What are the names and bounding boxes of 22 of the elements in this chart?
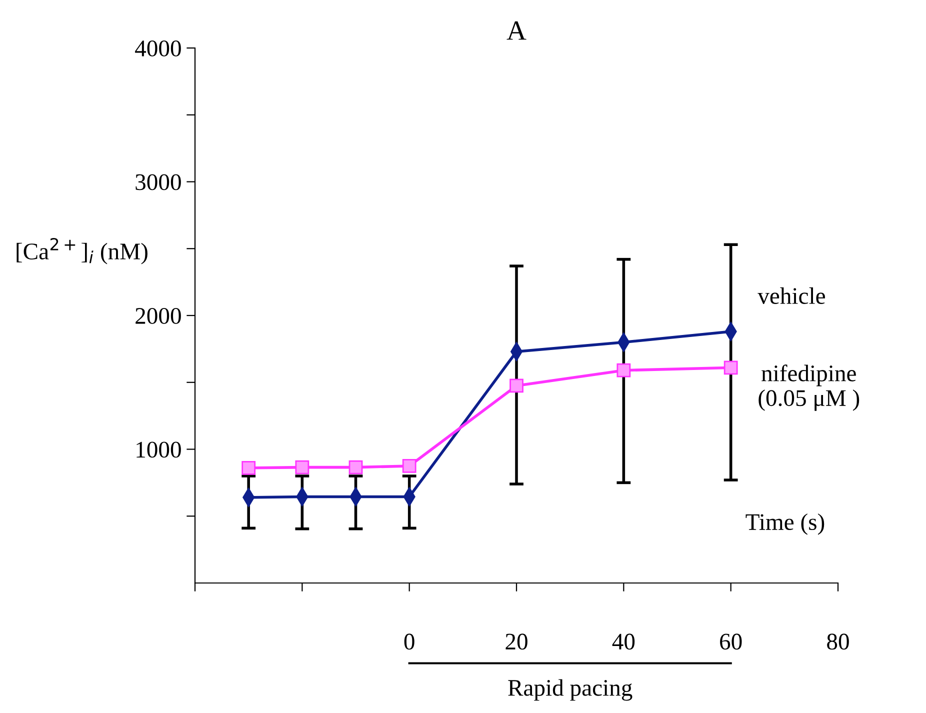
series-label: nifedipine (0.05 μM ) [758, 364, 860, 411]
point [402, 459, 416, 473]
x-tick-label: 60 [720, 634, 742, 650]
point [616, 363, 631, 378]
y-tick-label: 4000 [135, 40, 181, 56]
y-tick-label: 3000 [136, 174, 181, 190]
x-axis-title: Time (s) [746, 513, 824, 535]
text: Rapid pacing [508, 679, 632, 701]
point [348, 460, 363, 474]
point [510, 378, 524, 393]
x-tick-label: 0 [404, 634, 414, 650]
y-tick-label: 1000 [136, 442, 181, 458]
chart-title: A [506, 21, 526, 40]
point [724, 360, 738, 375]
x-tick-label: 20 [506, 634, 528, 650]
x-tick-label: 80 [827, 634, 849, 650]
y-axis-title: [Ca$^{2+}$]$_{i}$ (nM) [16, 238, 148, 264]
point [242, 461, 256, 475]
point [295, 460, 310, 474]
series-label: vehicle [758, 287, 825, 304]
y-tick-label: 2000 [136, 308, 181, 324]
x-tick-label: 40 [612, 634, 635, 650]
